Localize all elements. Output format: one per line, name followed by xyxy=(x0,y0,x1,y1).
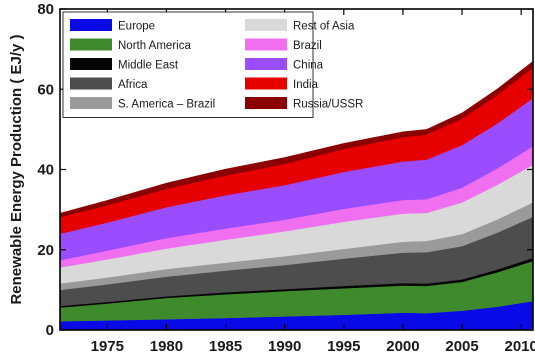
legend-swatch-rest-of-asia xyxy=(245,19,287,31)
x-tick-label: 1995 xyxy=(327,338,360,355)
x-axis: 1975 1980 1985 1990 1995 2000 2005 2010 xyxy=(91,9,535,355)
x-tick-label: 1975 xyxy=(91,338,124,355)
y-tick-label: 0 xyxy=(46,322,54,339)
legend-label-north-america: North America xyxy=(118,40,191,52)
y-tick-label: 80 xyxy=(37,1,54,18)
legend-label-s-america-brazil: S. America – Brazil xyxy=(118,99,215,111)
x-tick-label: 1985 xyxy=(209,338,242,355)
y-axis: 0 20 40 60 80 xyxy=(37,1,533,339)
legend-swatch-europe xyxy=(70,19,112,31)
legend-label-russia-ussr: Russia/USSR xyxy=(293,99,363,111)
x-tick-label: 2000 xyxy=(386,338,419,355)
legend-swatch-brazil xyxy=(245,38,287,51)
x-tick-label: 1980 xyxy=(150,338,183,355)
legend-swatch-middle-east xyxy=(70,58,112,70)
y-axis-label: Renewable Energy Production ( EJ/y ) xyxy=(8,34,25,304)
x-tick-label: 1990 xyxy=(268,338,301,355)
legend: Europe North America Middle East Africa S. A… xyxy=(62,11,363,118)
legend-swatch-india xyxy=(245,77,287,90)
legend-label-middle-east: Middle East xyxy=(118,60,179,72)
legend-swatch-s-america-brazil xyxy=(70,97,112,109)
stacked-areas xyxy=(59,60,534,331)
legend-swatch-north-america xyxy=(70,38,112,51)
legend-label-europe: Europe xyxy=(118,21,155,33)
y-tick-label: 40 xyxy=(37,162,54,179)
y-tick-label: 20 xyxy=(37,242,54,259)
legend-label-africa: Africa xyxy=(118,79,148,91)
legend-label-rest-of-asia: Rest of Asia xyxy=(293,21,355,33)
legend-label-brazil: Brazil xyxy=(293,40,322,52)
legend-swatch-russia-ussr xyxy=(245,97,287,109)
legend-label-india: India xyxy=(293,79,319,91)
legend-swatch-africa xyxy=(70,77,112,90)
y-tick-label: 60 xyxy=(37,81,54,98)
x-tick-label: 2005 xyxy=(445,338,478,355)
legend-swatch-china xyxy=(245,58,287,70)
x-tick-label: 2010 xyxy=(504,338,535,355)
legend-label-china: China xyxy=(293,60,324,72)
